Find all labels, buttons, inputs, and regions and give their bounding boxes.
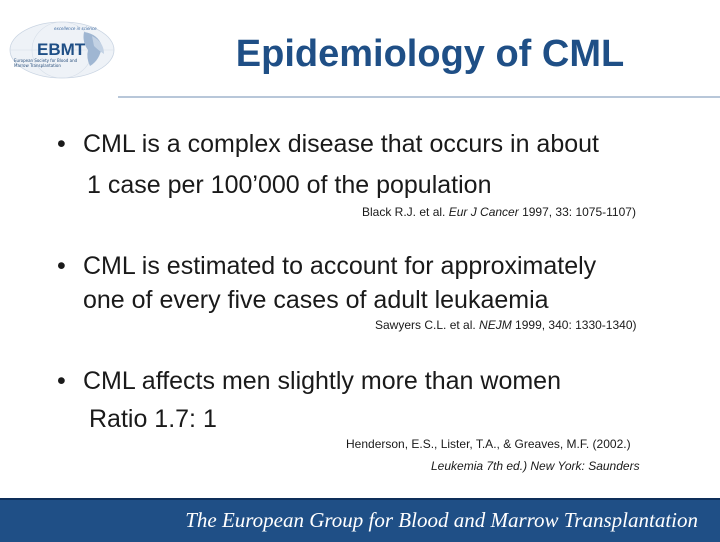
citation-1-journal: Eur J Cancer	[448, 205, 519, 219]
footer-text: The European Group for Blood and Marrow …	[185, 508, 698, 532]
bullet-dot-icon: •	[57, 130, 66, 158]
logo-tagline: excellence in science	[54, 26, 97, 31]
citation-3-source: Leukemia 7th ed.) New York: Saunders	[431, 459, 640, 473]
bullet-dot-icon: •	[57, 367, 66, 395]
citation-1: Black R.J. et al. Eur J Cancer 1997, 33:…	[362, 202, 636, 222]
logo-name: EBMT	[37, 40, 86, 59]
title-divider	[118, 96, 720, 98]
citation-2-details: 1999, 340: 1330-1340)	[511, 318, 637, 332]
logo-subtitle: European Society for Blood and Marrow Tr…	[14, 58, 78, 68]
citation-3-line-2: Leukemia 7th ed.) New York: Saunders	[431, 456, 640, 476]
citation-2-journal: NEJM	[479, 318, 512, 332]
footer-banner: The European Group for Blood and Marrow …	[0, 498, 720, 542]
bullet-1-line-1: CML is a complex disease that occurs in …	[83, 130, 599, 158]
citation-3-line-1: Henderson, E.S., Lister, T.A., & Greaves…	[346, 437, 631, 451]
citation-2: Sawyers C.L. et al. NEJM 1999, 340: 1330…	[375, 315, 637, 335]
bullet-3-line-1: CML affects men slightly more than women	[83, 367, 561, 395]
bullet-2-line-2: one of every five cases of adult leukaem…	[83, 286, 549, 314]
citation-1-details: 1997, 33: 1075-1107)	[518, 205, 636, 219]
bullet-dot-icon: •	[57, 252, 66, 280]
logo-globe-icon	[9, 21, 115, 79]
bullet-3-line-2: Ratio 1.7: 1	[89, 405, 217, 433]
bullet-2-line-1: CML is estimated to account for approxim…	[83, 252, 597, 280]
citation-2-authors: Sawyers C.L. et al.	[375, 318, 480, 332]
citation-1-authors: Black R.J. et al.	[362, 205, 449, 219]
bullet-1-line-2: 1 case per 100’000 of the population	[87, 171, 492, 199]
ebmt-logo: excellence in science EBMT European Soci…	[2, 20, 122, 84]
page-title: Epidemiology of CML	[235, 33, 625, 75]
